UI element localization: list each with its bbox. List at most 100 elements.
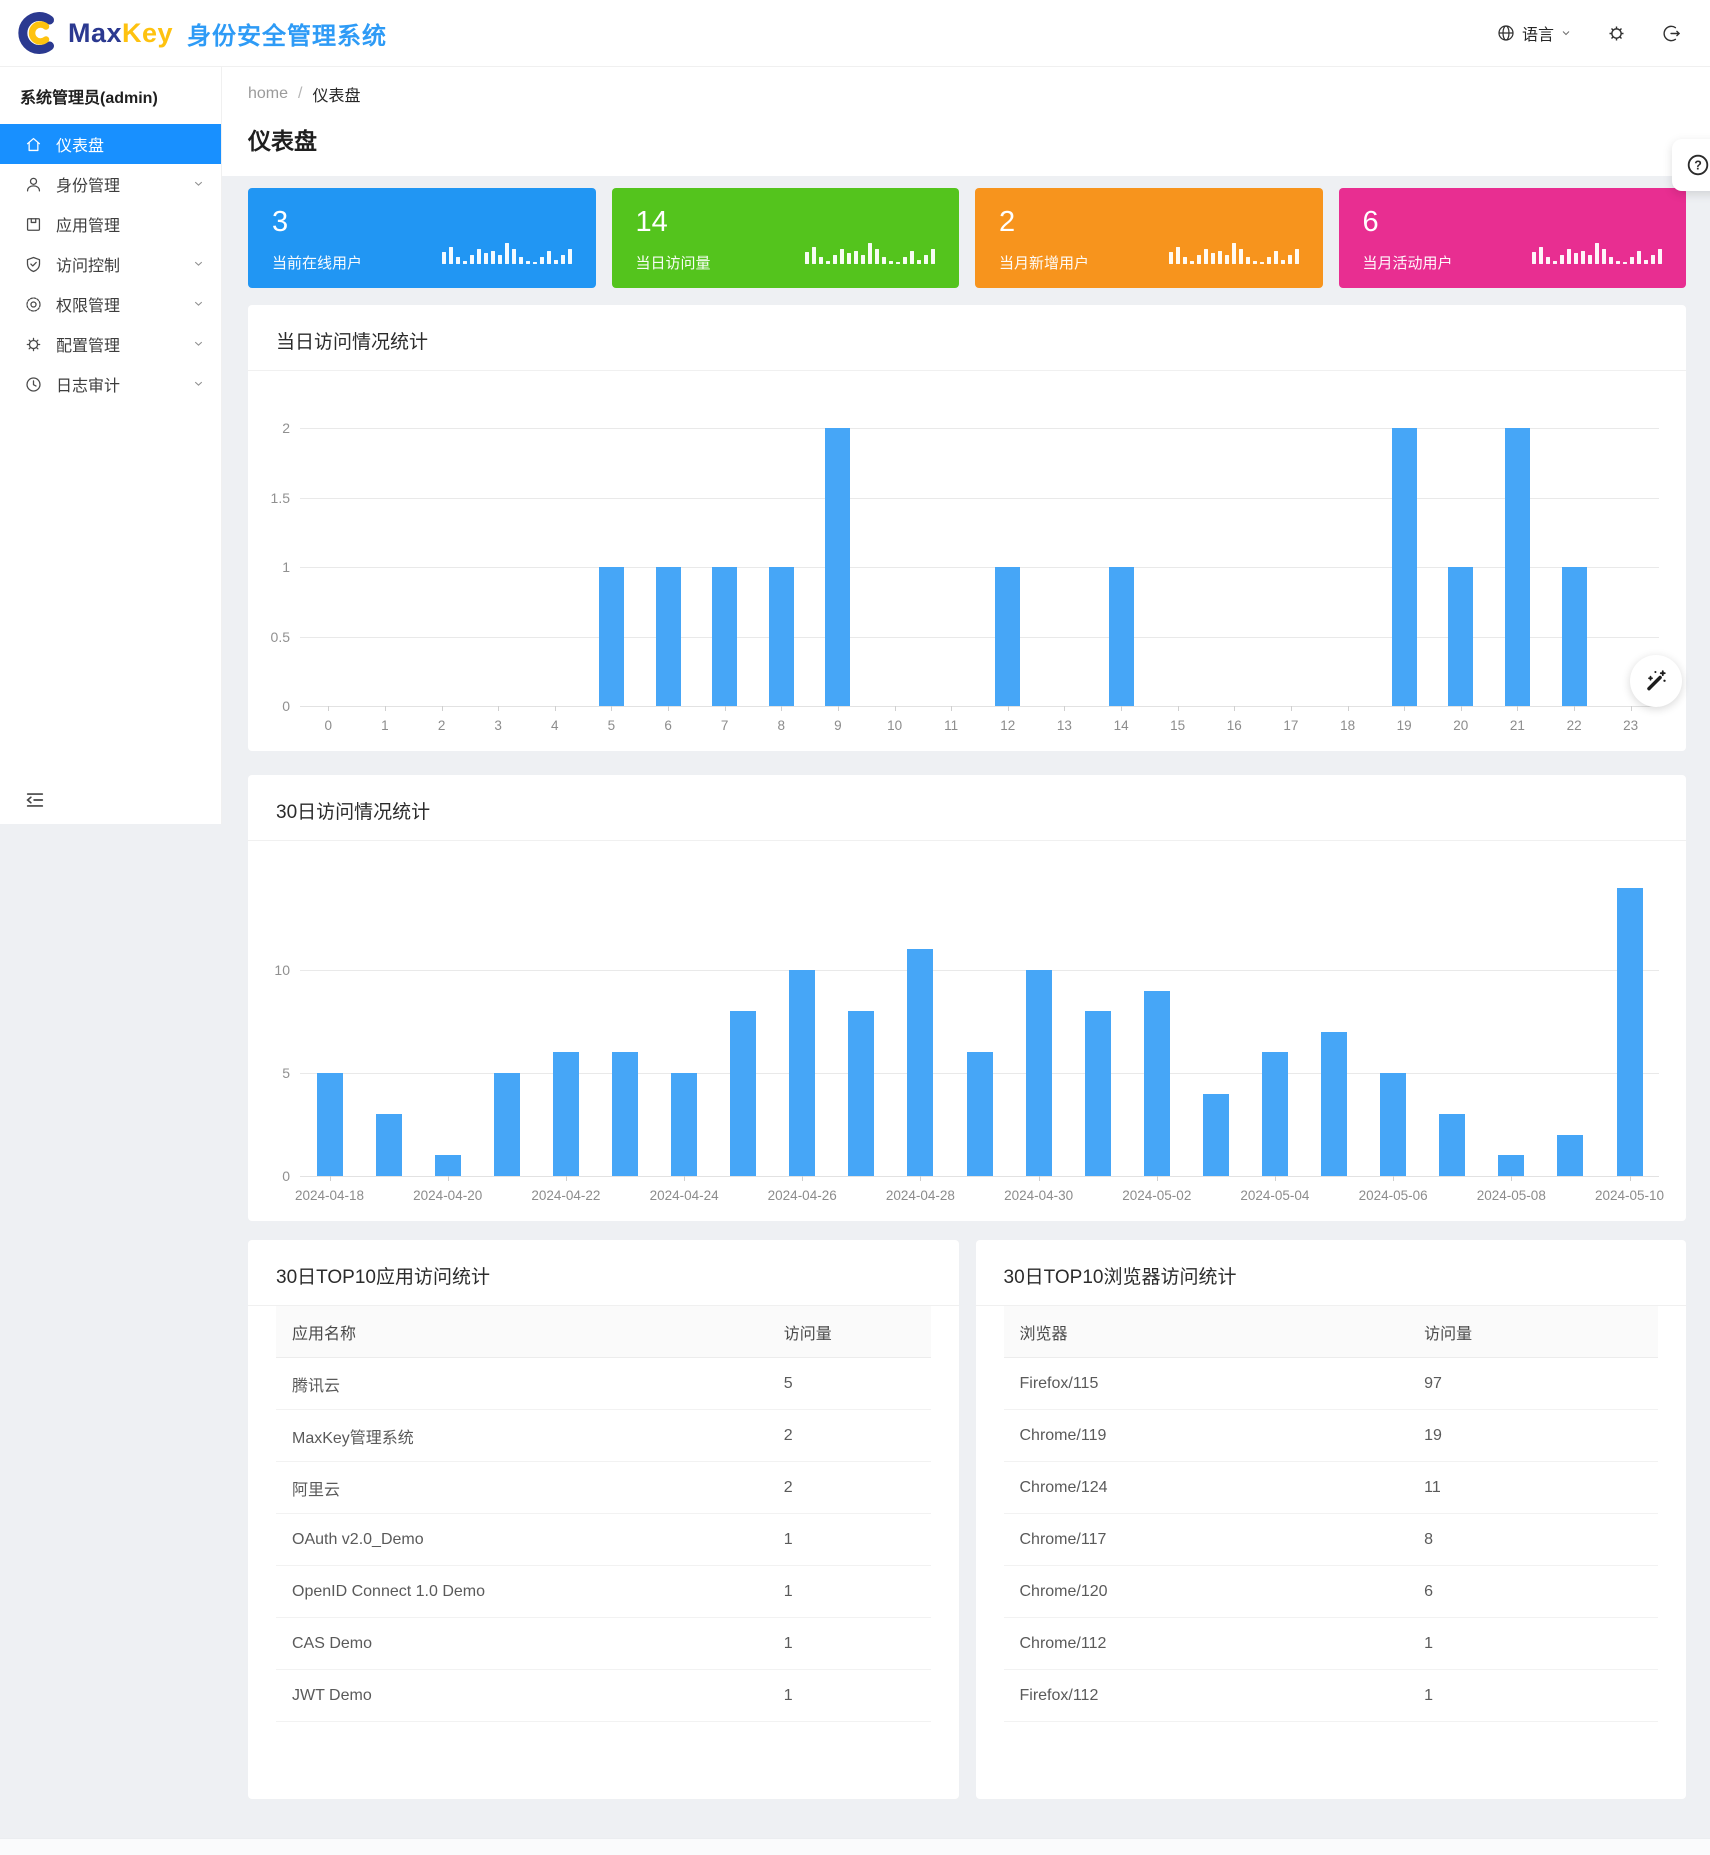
bar xyxy=(1108,567,1134,706)
bar xyxy=(995,567,1021,706)
y-axis-tick-label: 10 xyxy=(274,962,290,978)
panel-top10-browsers: 30日TOP10浏览器访问统计 浏览器 访问量 Firefox/115 97 Chrom… xyxy=(975,1240,1686,1799)
panel-top10-apps: 30日TOP10应用访问统计 应用名称 访问量 腾讯云 5 MaxKey管理系统 2 阿里云… xyxy=(248,1240,959,1799)
bar xyxy=(1025,970,1052,1176)
chevron-down-icon xyxy=(192,177,205,190)
chevron-down-icon xyxy=(192,377,205,390)
column-header: 浏览器 xyxy=(1019,1325,1068,1343)
breadcrumb-current: 仪表盘 xyxy=(312,88,361,105)
help-button[interactable]: ? xyxy=(1672,139,1710,191)
bar xyxy=(768,567,794,706)
panel-today-visits: 当日访问情况统计 0 0.5 1 1.5 2 0 1 2 3 4 5 6 7 8 9 10 11 12 13 14 15… xyxy=(248,305,1686,751)
sidebar: 系统管理员(admin) 仪表盘 身份管理 应用管理 访问控制 权限管理 配置管理 日志审计 xyxy=(0,67,222,824)
x-axis-tick-label: 0 xyxy=(324,718,333,733)
tables-row: 30日TOP10应用访问统计 应用名称 访问量 腾讯云 5 MaxKey管理系统 2 阿里云… xyxy=(248,1240,1686,1799)
settings-button[interactable] xyxy=(1606,23,1627,44)
cell-count: 1 xyxy=(783,1634,793,1652)
mini-bar-chart-icon xyxy=(441,238,572,264)
bar xyxy=(671,1073,698,1176)
bar xyxy=(1321,1031,1347,1176)
bar xyxy=(825,428,851,706)
cell-name: Chrome/124 xyxy=(1019,1478,1108,1496)
x-axis-tick-label: 1 xyxy=(381,718,389,733)
breadcrumb-home-link[interactable]: home xyxy=(248,85,289,102)
sidebar-item-label: 配置管理 xyxy=(56,338,121,355)
sidebar-item-2[interactable]: 应用管理 xyxy=(0,204,221,244)
sidebar-item-3[interactable]: 访问控制 xyxy=(0,244,221,284)
y-axis-tick-label: 5 xyxy=(282,1065,290,1081)
table-row: Chrome/112 1 xyxy=(1003,1618,1658,1670)
stat-value: 14 xyxy=(635,206,668,238)
stat-label: 当前在线用户 xyxy=(272,255,363,272)
mini-bar-chart-icon xyxy=(1532,238,1662,264)
x-axis-tick-label: 2024-04-22 xyxy=(531,1188,601,1203)
sidebar-item-5[interactable]: 配置管理 xyxy=(0,324,221,364)
x-axis-tick-label: 11 xyxy=(944,718,959,733)
x-axis-tick-label: 2024-05-02 xyxy=(1122,1188,1192,1203)
sidebar-item-4[interactable]: 权限管理 xyxy=(0,284,221,324)
cell-name: Firefox/112 xyxy=(1019,1686,1099,1704)
table-row: Firefox/115 97 xyxy=(1003,1358,1658,1410)
x-axis-tick-label: 16 xyxy=(1226,718,1242,733)
cell-count: 1 xyxy=(783,1582,793,1600)
cell-count: 2 xyxy=(783,1426,793,1444)
menu-fold-icon[interactable] xyxy=(24,789,46,811)
cell-name: JWT Demo xyxy=(292,1686,372,1704)
table-row: MaxKey管理系统 2 xyxy=(276,1410,931,1462)
gear-icon xyxy=(24,335,43,354)
x-axis-tick-label: 19 xyxy=(1396,718,1412,733)
breadcrumb: home / 仪表盘 xyxy=(248,82,1710,106)
sidebar-item-label: 日志审计 xyxy=(56,378,121,395)
bar xyxy=(1498,1155,1525,1176)
table-row: JWT Demo 1 xyxy=(276,1670,931,1722)
x-axis-tick-label: 2024-05-10 xyxy=(1594,1188,1665,1203)
30day-visits-chart: 0 5 10 2024-04-18 2024-04-20 2024-04-22 2024-0… xyxy=(248,841,1686,1221)
bar xyxy=(712,567,738,706)
bar xyxy=(1261,1052,1288,1176)
top-bar: MaxKey 身份安全管理系统 语言 xyxy=(0,0,1710,67)
x-axis-tick-label: 2024-04-28 xyxy=(885,1188,955,1203)
cell-name: CAS Demo xyxy=(292,1634,373,1652)
column-header: 应用名称 xyxy=(292,1325,357,1343)
table-row: Chrome/124 11 xyxy=(1003,1462,1658,1514)
chevron-down-icon xyxy=(192,297,205,310)
bar xyxy=(434,1155,461,1176)
stat-value: 3 xyxy=(272,206,289,238)
app-title: 身份安全管理系统 xyxy=(187,22,388,50)
sidebar-item-6[interactable]: 日志审计 xyxy=(0,364,221,404)
sidebar-item-0[interactable]: 仪表盘 xyxy=(0,124,221,164)
bar xyxy=(655,567,681,706)
panel-title: 30日访问情况统计 xyxy=(248,775,1686,841)
x-axis-tick-label: 2024-04-18 xyxy=(294,1188,365,1203)
table-row: Chrome/119 19 xyxy=(1003,1410,1658,1462)
x-axis-tick-label: 13 xyxy=(1056,718,1072,733)
logout-button[interactable] xyxy=(1661,23,1682,44)
bar xyxy=(1084,1011,1111,1176)
y-axis-tick-label: 2 xyxy=(282,420,290,436)
x-axis-tick-label: 2024-04-30 xyxy=(1004,1188,1074,1203)
stat-card-3: 6 当月活动用户 xyxy=(1338,188,1686,288)
language-menu[interactable]: 语言 xyxy=(1496,21,1572,45)
top10-apps-table: 应用名称 访问量 腾讯云 5 MaxKey管理系统 2 阿里云 2 OAuth v2.0_Dem… xyxy=(276,1306,931,1722)
cell-name: Chrome/120 xyxy=(1019,1582,1108,1600)
x-axis-tick-label: 2024-04-20 xyxy=(413,1188,483,1203)
today-visits-chart: 0 0.5 1 1.5 2 0 1 2 3 4 5 6 7 8 9 10 11 12 13 14 15 16 17 18 19 2… xyxy=(248,371,1686,751)
sidebar-item-label: 访问控制 xyxy=(56,258,121,275)
y-axis-tick-label: 0 xyxy=(282,1168,290,1184)
cell-count: 1 xyxy=(1424,1634,1434,1652)
footer-strip xyxy=(0,1838,1710,1855)
x-axis-tick-label: 18 xyxy=(1340,718,1356,733)
svg-text:?: ? xyxy=(1694,159,1702,173)
x-axis-tick-label: 2024-04-24 xyxy=(649,1188,719,1203)
stat-label: 当日访问量 xyxy=(635,255,711,272)
mini-bar-chart-icon xyxy=(1168,238,1299,264)
column-header: 访问量 xyxy=(783,1325,832,1343)
x-axis-tick-label: 21 xyxy=(1509,718,1525,733)
sidebar-item-1[interactable]: 身份管理 xyxy=(0,164,221,204)
magic-wand-button[interactable] xyxy=(1630,655,1682,707)
cell-count: 11 xyxy=(1424,1478,1441,1496)
x-axis-tick-label: 2024-04-26 xyxy=(767,1188,837,1203)
breadcrumb-separator: / xyxy=(298,85,303,102)
bar xyxy=(598,567,624,706)
